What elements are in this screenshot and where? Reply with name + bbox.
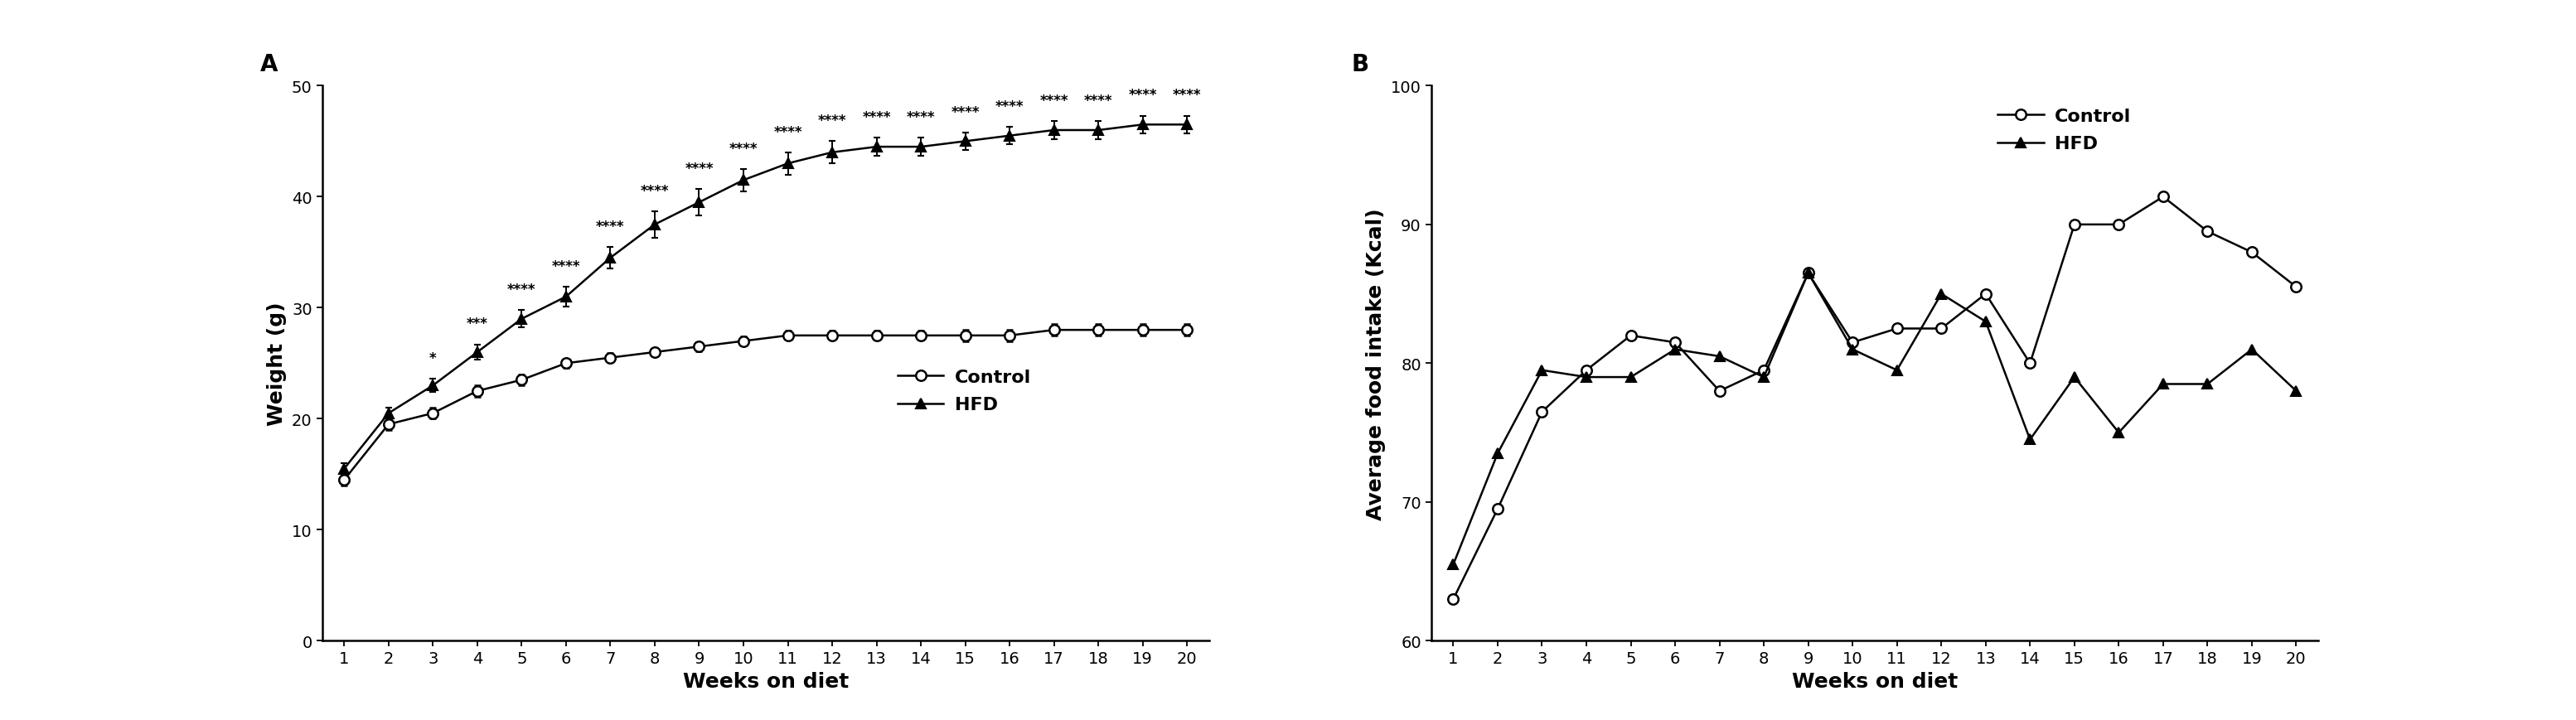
Text: ****: **** xyxy=(641,184,670,199)
X-axis label: Weeks on diet: Weeks on diet xyxy=(683,671,848,690)
Text: ****: **** xyxy=(863,110,891,125)
Text: ****: **** xyxy=(994,99,1023,114)
Text: ****: **** xyxy=(907,110,935,125)
Text: ****: **** xyxy=(1128,88,1157,103)
Text: B: B xyxy=(1352,53,1368,76)
Text: ****: **** xyxy=(819,114,848,129)
Text: A: A xyxy=(260,53,278,76)
Text: ****: **** xyxy=(1172,88,1200,103)
Text: ****: **** xyxy=(773,125,801,140)
Text: ****: **** xyxy=(595,219,623,234)
Text: ****: **** xyxy=(507,282,536,297)
Text: *: * xyxy=(430,351,435,366)
Text: ****: **** xyxy=(685,161,714,176)
Text: ****: **** xyxy=(951,105,979,120)
Text: ****: **** xyxy=(1084,94,1113,109)
X-axis label: Weeks on diet: Weeks on diet xyxy=(1793,671,1958,690)
Text: ****: **** xyxy=(729,141,757,156)
Text: ***: *** xyxy=(466,317,487,331)
Y-axis label: Weight (g): Weight (g) xyxy=(268,302,286,426)
Text: ****: **** xyxy=(1041,94,1069,109)
Legend: Control, HFD: Control, HFD xyxy=(1991,101,2138,160)
Text: ****: **** xyxy=(551,259,580,274)
Y-axis label: Average food intake (Kcal): Average food intake (Kcal) xyxy=(1365,208,1386,519)
Legend: Control, HFD: Control, HFD xyxy=(891,361,1038,420)
